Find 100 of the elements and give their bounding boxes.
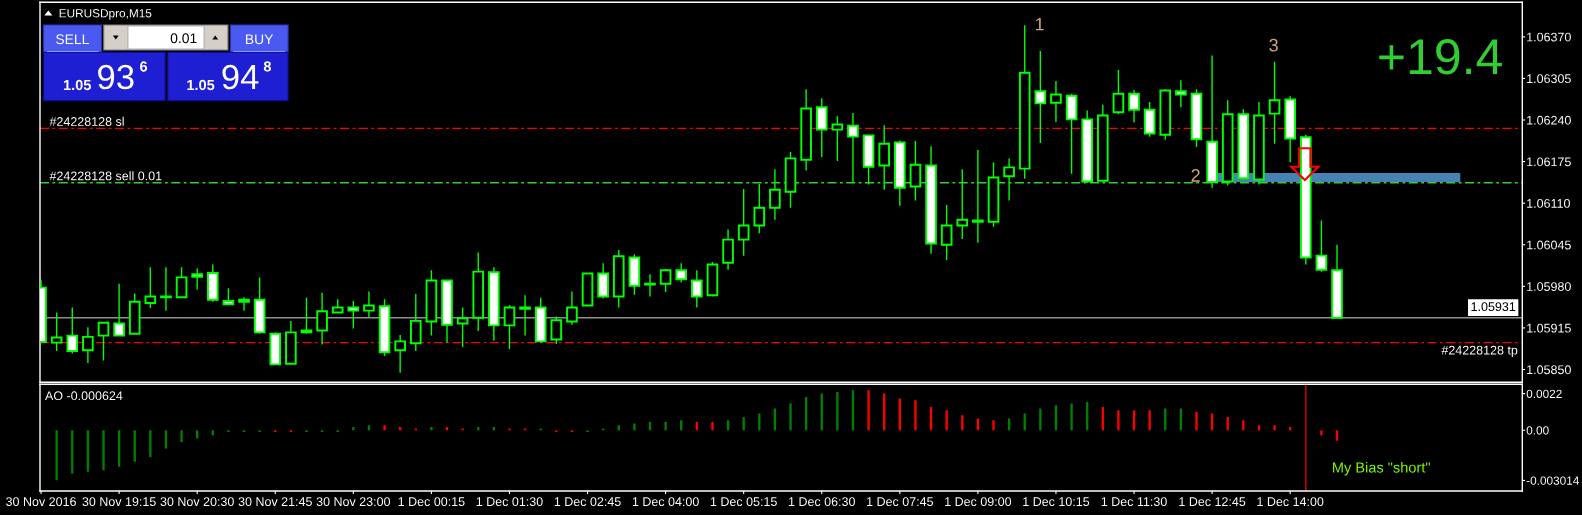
bar	[1070, 403, 1073, 431]
x-tick-label: 30 Nov 19:15	[82, 497, 156, 507]
x-tick-label: 1 Dec 01:30	[476, 497, 543, 507]
candlestick	[1065, 93, 1078, 175]
bar	[836, 391, 839, 431]
candlestick	[597, 262, 609, 300]
candlestick	[1034, 50, 1047, 144]
bar	[102, 430, 105, 471]
candlestick	[1003, 157, 1015, 202]
y-tick-label: 1.05980	[1527, 282, 1571, 291]
candlestick	[550, 315, 563, 345]
candlestick	[191, 267, 203, 291]
candlestick	[238, 296, 250, 312]
candlestick	[50, 311, 63, 352]
candlestick	[847, 112, 859, 184]
annotation: My Bias "short"	[1333, 461, 1430, 476]
ref-line-label: #24228128 sl	[49, 116, 124, 126]
x-tick-label: 1 Dec 10:15	[1023, 497, 1090, 507]
x-tick-label: 1 Dec 14:00	[1257, 497, 1324, 507]
candlestick	[160, 266, 172, 312]
x-tick-label: 1 Dec 09:00	[945, 497, 1012, 507]
candlestick	[769, 168, 781, 221]
bar	[1117, 410, 1120, 431]
candlestick	[644, 273, 656, 298]
candlestick	[1143, 101, 1156, 138]
annotation: 0.01	[170, 33, 197, 44]
annotation: 1.05	[63, 79, 91, 91]
candlestick	[1050, 80, 1062, 123]
y-tick-label: 0.0022	[1526, 389, 1562, 399]
annotation: 8	[263, 61, 272, 72]
annotation: BUY	[245, 34, 274, 45]
x-tick-label: 1 Dec 12:45	[1179, 497, 1246, 507]
candlestick	[144, 266, 157, 309]
x-tick-label: 1 Dec 04:00	[632, 497, 699, 507]
annotation: 1	[1035, 17, 1044, 31]
bar	[180, 430, 183, 442]
x-tick-label: 30 Nov 23:00	[316, 497, 391, 507]
candlestick	[97, 321, 110, 362]
y-tick-label: -0.003014	[1526, 476, 1580, 485]
x-tick-label: 1 Dec 05:15	[710, 497, 777, 507]
annotation: 2	[1191, 169, 1200, 182]
bar	[633, 423, 636, 431]
x-tick-label: 30 Nov 21:45	[238, 497, 312, 507]
candlestick	[878, 124, 891, 191]
y-tick-label: 1.05850	[1527, 365, 1571, 375]
candlestick	[815, 97, 828, 158]
y-tick-label: 1.06175	[1527, 157, 1571, 167]
bar	[1320, 430, 1323, 436]
bar	[149, 430, 152, 457]
candlestick	[675, 262, 688, 284]
y-tick-label: 1.06240	[1527, 115, 1571, 125]
y-tick-label: 1.05915	[1527, 323, 1571, 333]
candlestick	[1175, 79, 1187, 108]
annotation: 3	[1269, 38, 1278, 52]
bar	[430, 426, 433, 431]
bar	[914, 400, 917, 431]
candlestick	[956, 168, 969, 240]
bar	[1195, 411, 1198, 431]
x-tick-label: 30 Nov 20:30	[160, 497, 234, 507]
candlestick	[66, 306, 79, 355]
candlestick	[940, 204, 953, 261]
bar	[789, 403, 792, 431]
ref-line-label: #24228128 sell 0.01	[49, 171, 162, 181]
ref-line-label: 1.05931	[1471, 302, 1516, 312]
text: EURUSDpro,M15	[59, 9, 152, 20]
bar	[1273, 425, 1276, 431]
bar	[992, 420, 995, 431]
bar	[55, 430, 58, 481]
candlestick	[1112, 69, 1125, 115]
y-tick-label: 1.06045	[1527, 240, 1571, 250]
candlestick	[456, 306, 469, 348]
annotation: 94	[222, 64, 259, 90]
candlestick	[1268, 61, 1281, 145]
x-tick-label: 1 Dec 11:30	[1101, 497, 1167, 507]
bar	[1039, 408, 1042, 431]
y-tick-label: 1.06305	[1527, 74, 1571, 84]
annotation: 1.05	[187, 79, 215, 91]
y-tick-label: 1.06110	[1527, 198, 1570, 208]
x-tick-label: 30 Nov 2016	[6, 497, 76, 507]
candlestick	[722, 228, 734, 271]
candlestick	[659, 268, 672, 293]
x-tick-label: 1 Dec 00:15	[398, 497, 465, 507]
candlestick	[909, 140, 922, 202]
bar	[664, 421, 667, 431]
candlestick	[753, 183, 766, 234]
x-tick-label: 1 Dec 02:45	[554, 497, 621, 507]
bar	[711, 421, 714, 431]
candlestick	[831, 115, 844, 162]
candlestick	[1315, 219, 1328, 273]
candlestick	[363, 290, 375, 318]
candlestick	[409, 293, 422, 352]
candlestick	[503, 304, 516, 350]
y-tick-label: 1.06370	[1527, 32, 1571, 42]
bar	[945, 410, 948, 431]
y-tick-label: 0.00	[1526, 426, 1549, 435]
candlestick	[113, 283, 125, 337]
candlestick	[1128, 89, 1140, 124]
candlestick	[316, 292, 328, 346]
candlestick	[347, 300, 360, 330]
chart-title: AO -0.000624	[45, 391, 123, 401]
